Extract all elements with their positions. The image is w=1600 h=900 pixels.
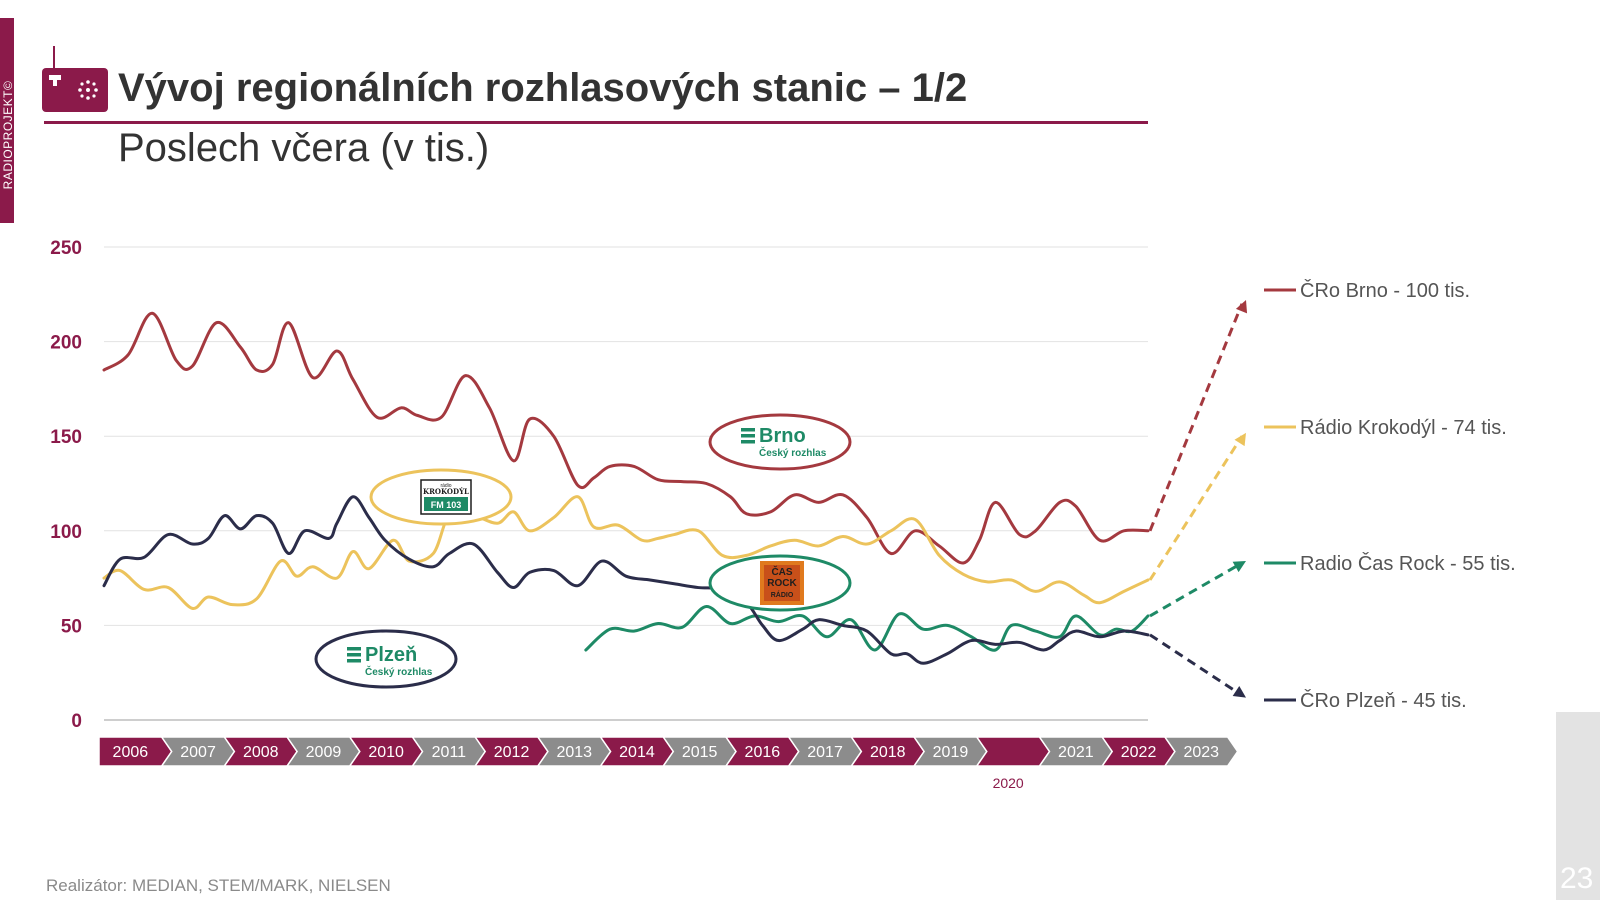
krokodyl-band bbox=[424, 497, 468, 511]
cro-bars-icon bbox=[741, 434, 755, 438]
x-tick-label: 2023 bbox=[1183, 744, 1219, 761]
legend-label: ČRo Plzeň - 45 tis. bbox=[1300, 689, 1467, 712]
page-title: Vývoj regionálních rozhlasových stanic –… bbox=[118, 66, 968, 110]
side-bar: RADIOPROJEKT© bbox=[0, 18, 15, 223]
projection-line bbox=[1149, 561, 1243, 618]
krokodyl-freq: FM 103 bbox=[431, 500, 462, 510]
x-axis-segment bbox=[1163, 736, 1239, 767]
legend-label: Radio Čas Rock - 55 tis. bbox=[1300, 552, 1516, 575]
projection-line bbox=[1148, 303, 1244, 532]
krokodyl-name: KROKODÝL bbox=[423, 487, 469, 496]
x-axis-timeline: 2006 2007 2008 2009 2010 2011 2012 2013 2014 2015… bbox=[98, 736, 1239, 791]
page-number: 23 bbox=[1560, 862, 1594, 895]
logo-name: Brno bbox=[759, 425, 806, 447]
casrock-text: RÁDIO bbox=[771, 590, 794, 599]
x-tick-label: 2014 bbox=[619, 744, 655, 761]
projection-line bbox=[1149, 633, 1243, 697]
logo-sub: Český rozhlas bbox=[365, 665, 433, 678]
series-line bbox=[584, 604, 1150, 652]
projection-arrows bbox=[1148, 300, 1248, 698]
cro-bars-icon bbox=[347, 659, 361, 663]
y-tick-label: 0 bbox=[71, 711, 82, 732]
x-tick-label: 2006 bbox=[113, 744, 149, 761]
x-tick-label: 2015 bbox=[682, 744, 718, 761]
page-subtitle: Poslech včera (v tis.) bbox=[118, 126, 490, 170]
x-tick-label: 2022 bbox=[1121, 744, 1157, 761]
cro-bars-icon bbox=[741, 440, 755, 444]
x-tick-label: 2012 bbox=[494, 744, 530, 761]
y-tick-label: 250 bbox=[50, 238, 82, 259]
x-tick-label: 2009 bbox=[306, 744, 342, 761]
y-tick-label: 150 bbox=[50, 427, 82, 448]
cro-bars-icon bbox=[741, 428, 755, 432]
y-tick-label: 100 bbox=[50, 522, 82, 543]
series-line bbox=[102, 495, 1150, 610]
page-tab bbox=[1556, 712, 1600, 900]
x-tick-label: 2008 bbox=[243, 744, 279, 761]
y-tick-label: 50 bbox=[61, 616, 82, 637]
title-divider bbox=[44, 121, 1148, 124]
projection-arrowhead bbox=[1234, 432, 1246, 447]
legend-label: Rádio Krokodýl - 74 tis. bbox=[1300, 417, 1507, 439]
projection-line bbox=[1148, 435, 1244, 581]
y-tick-label: 200 bbox=[50, 333, 82, 354]
casrock-text: ROCK bbox=[767, 578, 797, 589]
x-tick-label: 2016 bbox=[745, 744, 781, 761]
x-tick-label: 2011 bbox=[432, 744, 467, 761]
x-tick-label: 2017 bbox=[807, 744, 843, 761]
x-tick-label: 2010 bbox=[368, 744, 404, 761]
source-note: Realizátor: MEDIAN, STEM/MARK, NIELSEN bbox=[46, 876, 391, 895]
logo-ellipse bbox=[314, 629, 458, 689]
casrock-text: ČAS bbox=[771, 565, 792, 578]
radio-antenna-icon bbox=[53, 46, 55, 68]
x-tick-label: 2019 bbox=[933, 744, 969, 761]
projection-arrowhead bbox=[1232, 685, 1246, 698]
series-line bbox=[102, 311, 1150, 565]
x-tick-label: 2013 bbox=[556, 744, 592, 761]
series-line bbox=[102, 495, 1150, 665]
x-tick-label-2020: 2020 bbox=[993, 775, 1024, 791]
x-tick-label: 2007 bbox=[180, 744, 216, 761]
chart-legend: ČRo Brno - 100 tis. Rádio Krokodýl - 74 t… bbox=[1264, 279, 1516, 712]
radio-icon bbox=[42, 68, 108, 112]
logo-sub: Český rozhlas bbox=[759, 446, 827, 459]
cro-bars-icon bbox=[347, 647, 361, 651]
cro-bars-icon bbox=[347, 653, 361, 657]
projection-arrowhead bbox=[1235, 300, 1248, 314]
projection-arrowhead bbox=[1232, 560, 1246, 573]
x-tick-label: 2018 bbox=[870, 744, 906, 761]
x-axis-segment bbox=[975, 736, 1051, 767]
y-axis-ticks: 250 200 150 100 50 0 bbox=[50, 238, 82, 732]
legend-label: ČRo Brno - 100 tis. bbox=[1300, 279, 1470, 302]
x-tick-label: 2021 bbox=[1058, 744, 1094, 761]
krokodyl-top: rádio bbox=[440, 483, 451, 489]
series-lines bbox=[102, 311, 1150, 665]
logo-name: Plzeň bbox=[365, 644, 417, 666]
casrock-inner bbox=[764, 565, 800, 601]
